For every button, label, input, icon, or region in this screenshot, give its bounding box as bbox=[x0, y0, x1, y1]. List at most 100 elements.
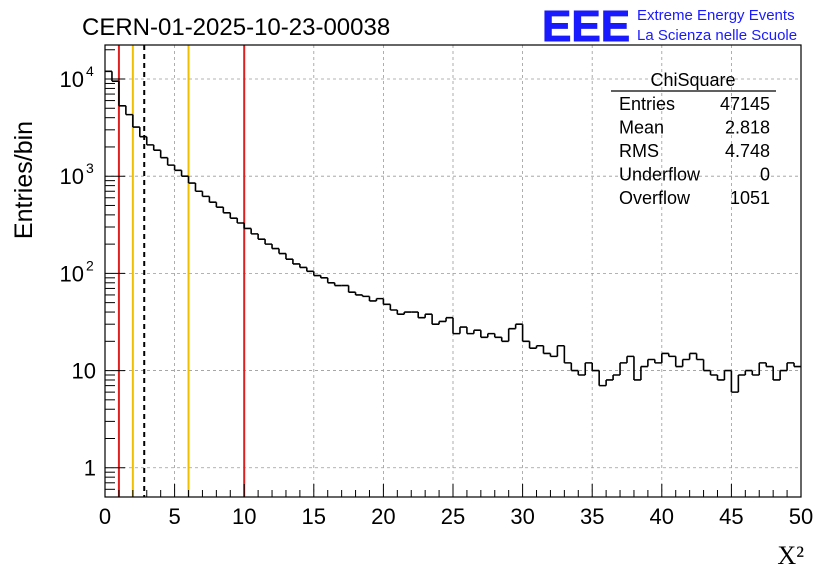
histogram-bin bbox=[779, 369, 788, 380]
y-tick-label: 10 bbox=[60, 164, 84, 189]
histogram-bin bbox=[528, 341, 537, 349]
histogram-bin bbox=[187, 176, 196, 184]
histogram-bin bbox=[152, 144, 161, 152]
histogram-bin bbox=[647, 358, 655, 367]
stats-box: ChiSquare Entries 47145 Mean 2.818 RMS 4.748 U… bbox=[611, 70, 776, 208]
stats-title: ChiSquare bbox=[650, 70, 735, 90]
x-tick-label: 20 bbox=[371, 504, 395, 529]
histogram-bin bbox=[438, 320, 447, 325]
histogram-bin bbox=[257, 233, 266, 240]
x-tick-label: 40 bbox=[650, 504, 674, 529]
stats-row-label: RMS bbox=[619, 141, 659, 161]
histogram-bin bbox=[299, 263, 307, 269]
histogram-bin bbox=[744, 369, 753, 376]
x-tick-label: 5 bbox=[168, 504, 180, 529]
histogram-bin bbox=[584, 362, 593, 376]
histogram-bin bbox=[654, 359, 662, 364]
histogram-bin bbox=[201, 191, 210, 198]
histogram-bin bbox=[125, 105, 133, 116]
stats-row-value: 1051 bbox=[730, 188, 770, 208]
histogram-bin bbox=[459, 326, 467, 334]
histogram-bin bbox=[452, 317, 460, 335]
x-axis-label: X² bbox=[777, 541, 804, 570]
histogram-bin bbox=[674, 356, 683, 368]
histogram-bin bbox=[730, 370, 739, 393]
histogram-bin bbox=[159, 150, 168, 159]
histogram-bin bbox=[466, 327, 474, 335]
y-tick-label: 10 bbox=[60, 261, 84, 286]
histogram-bin bbox=[424, 313, 433, 318]
y-tick-exponent: 4 bbox=[86, 63, 94, 79]
histogram-bin bbox=[319, 275, 328, 279]
histogram-bin bbox=[361, 294, 370, 298]
histogram-bin bbox=[549, 353, 558, 358]
histogram-bin bbox=[132, 114, 140, 128]
histogram-bin bbox=[633, 356, 641, 381]
histogram-bin bbox=[598, 370, 607, 387]
stats-row-label: Underflow bbox=[619, 165, 701, 185]
y-tick-label: 1 bbox=[84, 456, 96, 481]
histogram-bin bbox=[222, 207, 231, 214]
y-tick-label: 10 bbox=[60, 67, 84, 92]
grid bbox=[105, 45, 801, 497]
histogram-bin bbox=[619, 362, 627, 376]
histogram-bin bbox=[180, 170, 189, 177]
histogram-bin bbox=[354, 292, 363, 296]
y-axis-label: Entries/bin bbox=[10, 121, 38, 239]
histogram-series bbox=[105, 70, 801, 393]
histogram-bin bbox=[751, 370, 760, 376]
logo-line-2: La Scienza nelle Scuole bbox=[637, 27, 797, 44]
histogram-bin bbox=[661, 352, 669, 363]
histogram-bin bbox=[535, 344, 544, 349]
histogram-bin bbox=[326, 277, 335, 284]
histogram-bin bbox=[445, 316, 453, 322]
histogram-bin bbox=[626, 355, 634, 363]
histogram-bin bbox=[292, 259, 300, 265]
histogram-bin bbox=[563, 345, 572, 364]
histogram-bin bbox=[333, 282, 342, 287]
histogram-bin bbox=[278, 248, 286, 255]
histogram-bin bbox=[173, 165, 182, 172]
x-tick-label: 25 bbox=[441, 504, 465, 529]
histogram-bin bbox=[702, 359, 711, 372]
histogram-bin bbox=[375, 297, 384, 301]
histogram-bin bbox=[765, 362, 774, 368]
histogram-bin bbox=[514, 323, 523, 329]
histogram-bin bbox=[793, 362, 801, 368]
histogram-bin bbox=[396, 309, 405, 316]
vertical-markers bbox=[117, 45, 246, 497]
histogram-bin bbox=[723, 369, 732, 380]
histogram-bin bbox=[285, 253, 293, 260]
histogram-bin bbox=[194, 183, 203, 193]
histogram-bin bbox=[772, 366, 781, 381]
x-tick-label: 35 bbox=[580, 504, 604, 529]
histogram-bin bbox=[473, 329, 481, 334]
histogram-bin bbox=[493, 333, 502, 339]
stats-row-label: Entries bbox=[619, 94, 675, 114]
x-tick-label: 45 bbox=[719, 504, 743, 529]
histogram-bin bbox=[758, 362, 767, 376]
histogram-bin bbox=[487, 332, 495, 338]
histogram-bin bbox=[521, 324, 530, 343]
stats-rows: Entries 47145 Mean 2.818 RMS 4.748 Underflow 0 O… bbox=[619, 94, 770, 208]
x-tick-label: 10 bbox=[232, 504, 256, 529]
histogram-bin bbox=[306, 267, 314, 273]
histogram-bin bbox=[786, 362, 795, 371]
chart-title: CERN-01-2025-10-23-00038 bbox=[82, 14, 390, 41]
stats-row-label: Overflow bbox=[619, 188, 691, 208]
x-tick-label: 50 bbox=[789, 504, 813, 529]
histogram-bin bbox=[667, 353, 676, 358]
histogram-bin bbox=[215, 202, 224, 208]
histogram-bin bbox=[250, 228, 259, 235]
histogram-bin bbox=[591, 362, 600, 372]
histogram-bin bbox=[577, 370, 586, 376]
histogram-bin bbox=[118, 81, 126, 107]
histogram-bin bbox=[737, 374, 746, 393]
histogram-bin bbox=[431, 314, 440, 325]
eee-logo: EEE Extreme Energy Events La Scienza nel… bbox=[542, 2, 798, 52]
stats-row-value: 47145 bbox=[720, 94, 770, 114]
histogram-bin bbox=[716, 375, 725, 381]
histogram-bin bbox=[709, 370, 718, 376]
x-axis-ticks: 0 5 10 15 20 25 30 35 40 45 50 bbox=[99, 484, 813, 529]
